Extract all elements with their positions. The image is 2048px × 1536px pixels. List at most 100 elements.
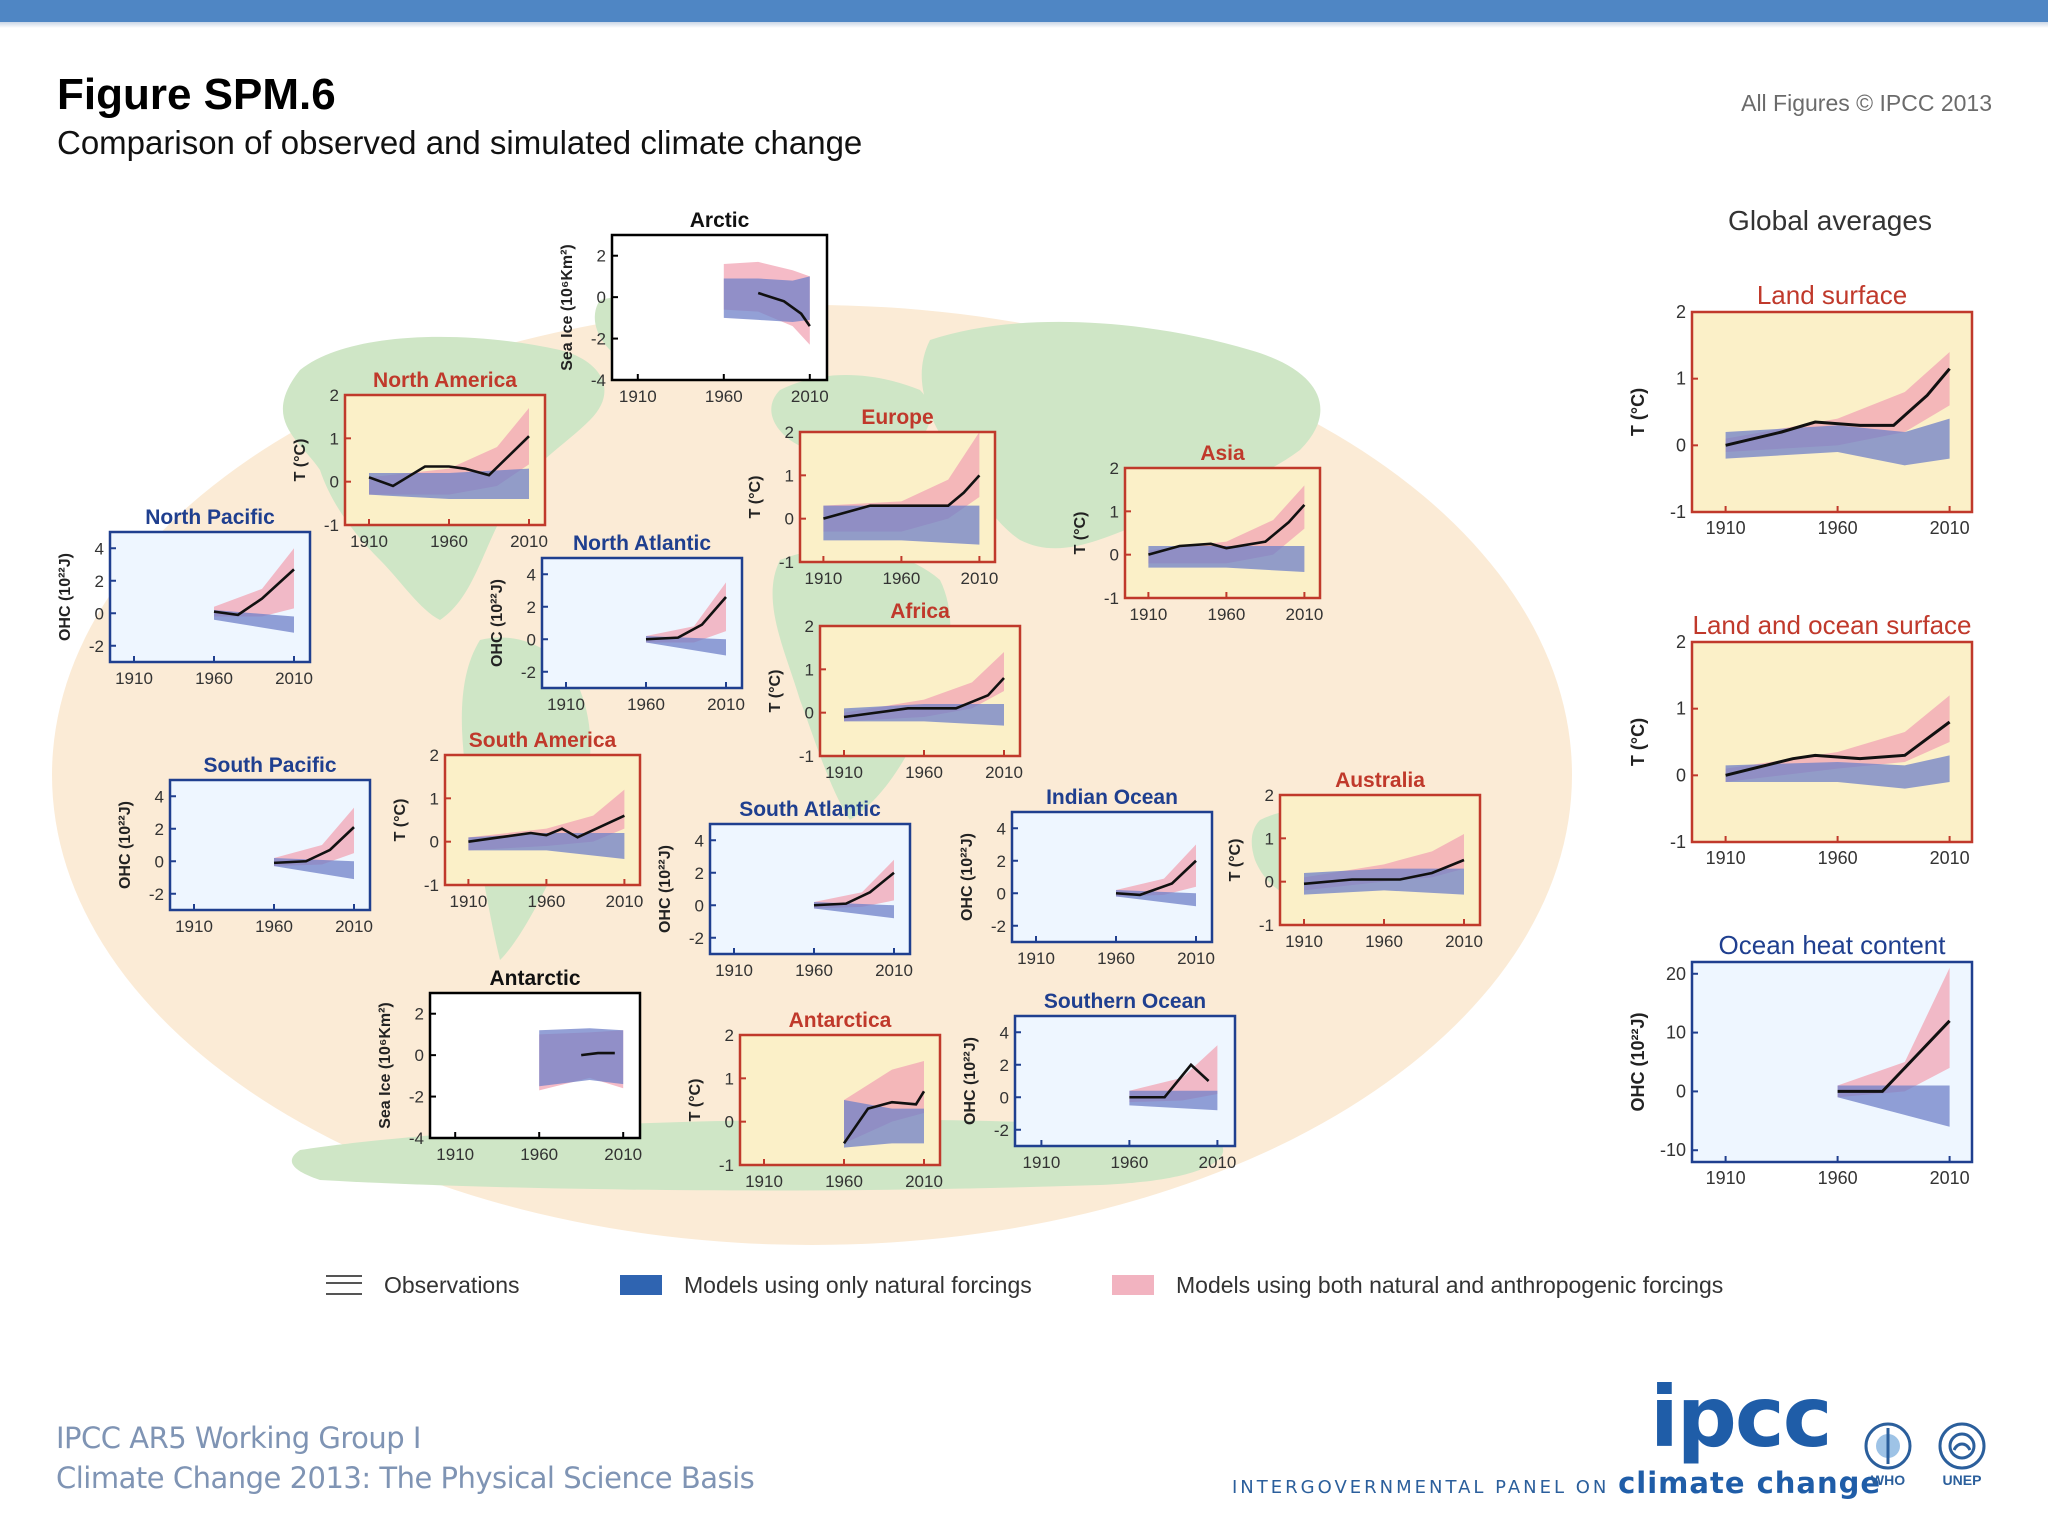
observations-line [368, 435, 530, 488]
y-tick-label: 2 [1000, 1056, 1009, 1075]
band-natural-only [1725, 755, 1950, 789]
plot-frame [1690, 640, 1974, 844]
x-tick-label: 1910 [715, 961, 753, 980]
plot-frame [343, 393, 547, 527]
y-tick-label: 1 [430, 789, 439, 808]
plot-frame [428, 991, 642, 1140]
plot-frame [108, 530, 312, 664]
x-tick-label: 1960 [905, 763, 943, 782]
chart-title: Europe [861, 406, 933, 429]
x-tick-label: 1910 [1017, 949, 1055, 968]
observations-line [1837, 1019, 1951, 1093]
band-natural-only [844, 704, 1004, 726]
y-tick-label: 2 [805, 617, 814, 636]
y-tick-label: 2 [1676, 632, 1686, 652]
y-tick-label: 0 [155, 852, 164, 871]
y-tick-label: -2 [689, 929, 704, 948]
x-tick-label: 1960 [1097, 949, 1135, 968]
x-tick-label: 1960 [1818, 1168, 1858, 1188]
y-tick-label: 1 [785, 466, 794, 485]
band-natural-only [214, 610, 294, 633]
y-tick-label: -1 [779, 553, 794, 572]
y-axis-label: T (°C) [1072, 512, 1089, 555]
both-swatch [1112, 1275, 1154, 1295]
band-natural-only [1725, 418, 1950, 466]
who-logo: WHO [1858, 1420, 1918, 1488]
x-tick-label: 2010 [1930, 518, 1970, 538]
y-tick-label: 2 [95, 572, 104, 591]
y-tick-label: 20 [1666, 964, 1686, 984]
y-axis-label: OHC (10²²J) [117, 801, 134, 889]
y-axis-label: T (°C) [747, 476, 764, 519]
band-natural-and-anthropogenic [1116, 844, 1196, 897]
y-tick-label: 0 [527, 630, 536, 649]
y-tick-label: -1 [799, 747, 814, 766]
y-axis-label: Sea Ice (10⁶Km²) [559, 244, 576, 371]
x-tick-label: 2010 [335, 917, 373, 936]
y-tick-label: -4 [409, 1129, 424, 1148]
chart-title: Ocean heat content [1719, 930, 1947, 960]
x-tick-label: 2010 [960, 569, 998, 588]
band-natural-and-anthropogenic [1837, 967, 1950, 1098]
y-tick-label: 2 [330, 386, 339, 405]
y-tick-label: -1 [1670, 502, 1686, 522]
x-tick-label: 1960 [1818, 518, 1858, 538]
x-tick-label: 1910 [436, 1145, 474, 1164]
x-tick-label: 1960 [520, 1145, 558, 1164]
x-tick-label: 1910 [1022, 1153, 1060, 1172]
y-tick-label: 0 [725, 1113, 734, 1132]
chart-title: Antarctica [789, 1009, 892, 1032]
y-tick-label: 4 [155, 787, 164, 806]
chart-title: Indian Ocean [1046, 786, 1178, 809]
x-tick-label: 1910 [1285, 932, 1323, 951]
observations-line [823, 474, 981, 520]
x-tick-label: 2010 [1445, 932, 1483, 951]
plot-frame [1010, 810, 1214, 944]
x-tick-label: 2010 [1198, 1153, 1236, 1172]
observations-line [1725, 367, 1951, 447]
y-tick-label: -1 [1104, 589, 1119, 608]
y-axis-label: T (°C) [292, 439, 309, 482]
legend-natural: Models using only natural forcings [620, 1268, 1032, 1302]
observations-line [1303, 858, 1465, 886]
x-tick-label: 1960 [627, 695, 665, 714]
top-bar-shadow [0, 22, 2048, 28]
y-tick-label: 4 [695, 831, 704, 850]
x-tick-label: 2010 [510, 532, 548, 551]
natural-swatch [620, 1275, 662, 1295]
y-tick-label: -2 [994, 1121, 1009, 1140]
x-tick-label: 1960 [527, 892, 565, 911]
y-axis-label: T (°C) [392, 799, 409, 842]
band-natural-only [823, 505, 980, 545]
band-natural-only [539, 1028, 624, 1087]
x-tick-label: 2010 [605, 892, 643, 911]
y-tick-label: 1 [1676, 369, 1686, 389]
band-natural-only [1837, 1085, 1950, 1127]
band-natural-only [468, 833, 625, 859]
legend-natural-label: Models using only natural forcings [684, 1271, 1032, 1298]
y-tick-label: 0 [805, 704, 814, 723]
observations-line [273, 826, 355, 865]
chart-title: South Atlantic [739, 798, 881, 821]
chart-title: Land and ocean surface [1693, 610, 1972, 640]
x-tick-label: 1910 [350, 532, 388, 551]
y-tick-label: -1 [719, 1156, 734, 1175]
y-tick-label: -1 [1670, 832, 1686, 852]
y-tick-label: 2 [415, 1005, 424, 1024]
ipcc-tagline-emph: climate change [1618, 1466, 1882, 1500]
legend-observations: Observations [326, 1268, 520, 1302]
chart-title: South Pacific [203, 754, 336, 777]
chart-arctic: Arctic -4 -2 0 2 1910 1960 2010 Sea Ice (10⁶Km²) [559, 209, 829, 406]
ipcc-logo: ipcc [1650, 1368, 1833, 1466]
y-tick-label: 1 [1265, 829, 1274, 848]
y-tick-label: 0 [1676, 435, 1686, 455]
y-tick-label: 0 [597, 288, 606, 307]
y-axis-label: OHC (10²²J) [962, 1037, 979, 1125]
footer-line-2: Climate Change 2013: The Physical Scienc… [56, 1461, 755, 1495]
observations-line [813, 871, 895, 907]
x-tick-label: 1910 [175, 917, 213, 936]
chart-title: North America [373, 369, 517, 392]
chart-title: Arctic [690, 209, 750, 232]
